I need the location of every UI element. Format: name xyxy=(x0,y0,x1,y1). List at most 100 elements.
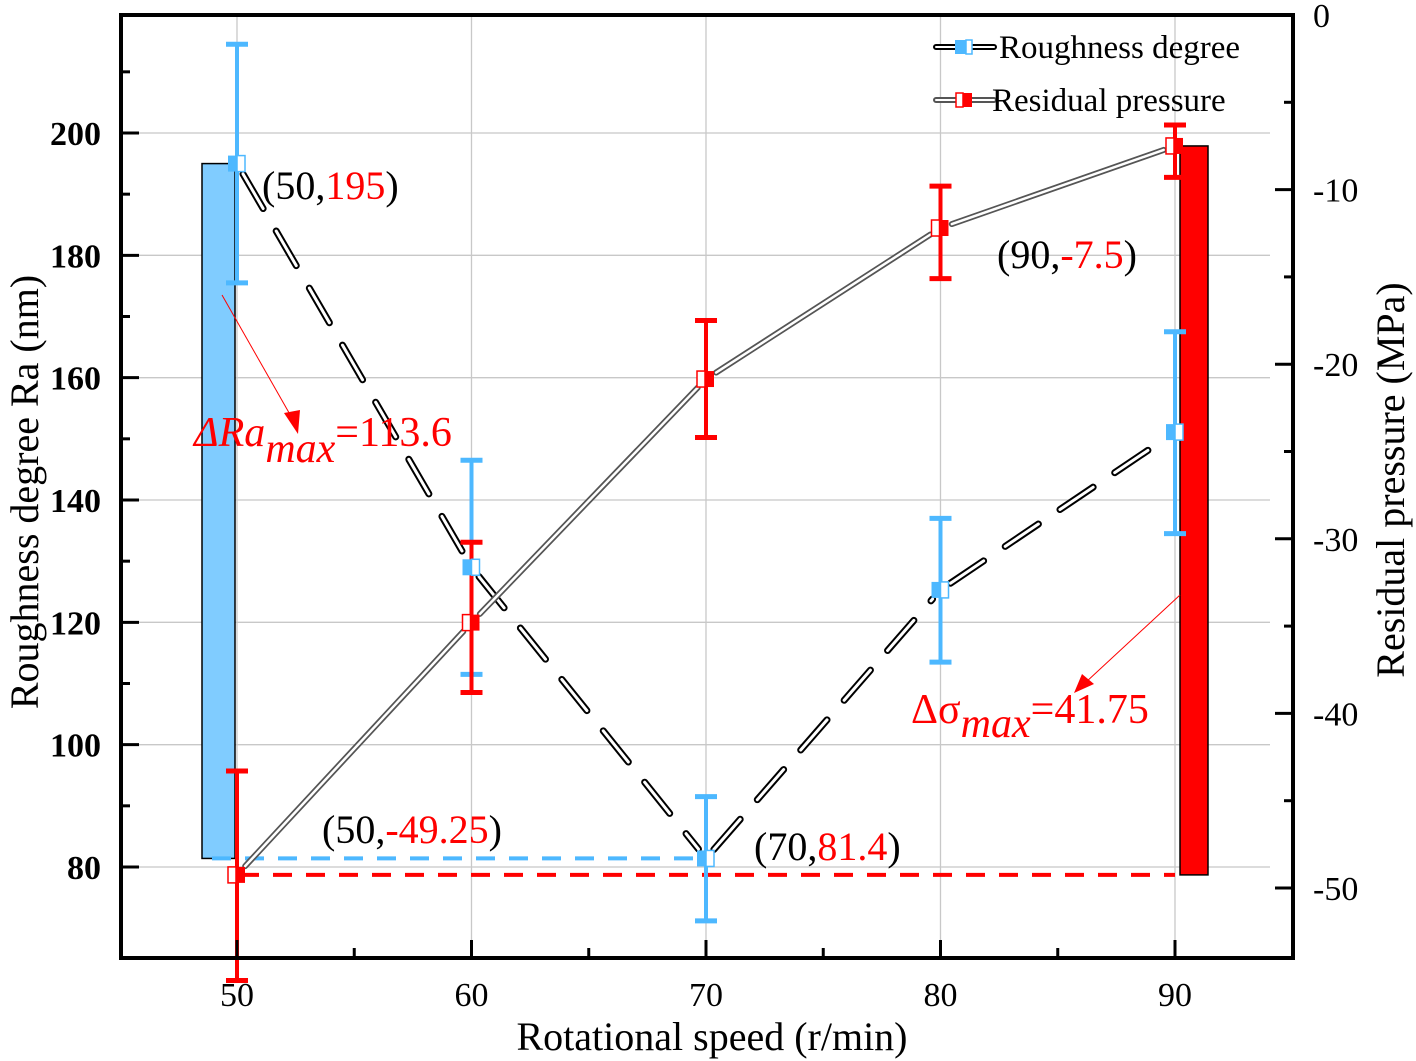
pressure-marker-60-hollow xyxy=(461,613,472,632)
annotation-70-81.4-value: 81.4 xyxy=(817,824,887,869)
y-left-tick-label-200: 200 xyxy=(50,116,101,153)
y-right-tick-label-0: 0 xyxy=(1313,0,1330,35)
y-right-tick-label--40: -40 xyxy=(1313,696,1358,733)
roughness-line-dash-inner xyxy=(307,286,331,325)
roughness-line-dash-inner xyxy=(440,514,464,553)
legend-marker-pressure-hollow xyxy=(955,92,964,108)
legend-marker-roughness-hollow xyxy=(965,39,973,55)
pressure-marker-80-filled xyxy=(939,220,949,237)
x-axis-title: Rotational speed (r/min) xyxy=(516,1014,907,1059)
roughness-line-dash-inner xyxy=(241,172,265,211)
annotation-90-7.5-value: -7.5 xyxy=(1060,232,1123,277)
roughness-marker-70-hollow xyxy=(705,849,715,868)
pressure-line-segment-inner xyxy=(243,630,465,868)
delta-sigma-annotation: Δσmax=41.75 xyxy=(911,594,1181,747)
roughness-marker-60-hollow xyxy=(470,558,481,577)
legend-item-roughness: Roughness degree xyxy=(933,30,1240,66)
delta-ra-eq: =113.6 xyxy=(335,410,452,456)
y-right-tick-label--10: -10 xyxy=(1313,173,1358,210)
pressure-marker-50-filled xyxy=(236,866,245,883)
annotation-50-49.25-value: -49.25 xyxy=(385,807,488,852)
roughness-line-dash-inner xyxy=(274,229,298,268)
roughness-line-dash-inner xyxy=(886,618,916,653)
roughness-line-dash-inner xyxy=(1003,522,1040,548)
series-lines xyxy=(239,146,1167,870)
roughness-line-dash-inner xyxy=(560,677,589,713)
pressure-marker-70-filled xyxy=(705,371,714,388)
roughness-line-dash-inner xyxy=(407,457,431,496)
x-tick-label-50: 50 xyxy=(220,977,254,1014)
pressure-range-bar xyxy=(1179,145,1209,876)
delta-sigma-symbol: Δσ xyxy=(911,687,961,733)
y-left-tick-label-180: 180 xyxy=(50,238,101,275)
annotation-50-49.25-suffix: ) xyxy=(489,807,502,852)
y-right-tick-label--20: -20 xyxy=(1313,347,1358,384)
roughness-marker-70-filled xyxy=(697,850,706,867)
pressure-marker-70-hollow xyxy=(696,370,706,388)
annotation-50-49.25: (50,-49.25) xyxy=(322,807,502,852)
delta-ra-arrow-line xyxy=(221,294,293,419)
axis-ticks: 50 60 70 80 90 80 100 120 140 160 180 200 0 -10 -20 -30… xyxy=(50,0,1358,1014)
y-left-tick-label-100: 100 xyxy=(50,728,101,765)
roughness-line-dash-inner xyxy=(643,780,672,815)
roughness-range-bar xyxy=(201,162,236,860)
annotation-50-49.25-prefix: (50, xyxy=(322,807,385,852)
x-tick-label-60: 60 xyxy=(455,977,489,1014)
y-axis-left-title: Roughness degree Ra (nm) xyxy=(2,275,47,709)
roughness-line-dash-inner xyxy=(712,817,742,851)
delta-sigma-eq: =41.75 xyxy=(1031,687,1149,733)
annotation-50-195-prefix: (50, xyxy=(262,163,325,208)
data-markers xyxy=(227,137,1184,884)
pressure-marker-90-filled xyxy=(1174,137,1183,154)
roughness-line-dash-inner xyxy=(929,597,935,603)
x-tick-label-90: 90 xyxy=(1158,977,1192,1014)
roughness-line-dash-inner xyxy=(948,559,986,585)
roughness-line-dash-inner xyxy=(842,668,872,702)
annotation-90-7.5: (90,-7.5) xyxy=(997,232,1137,277)
roughness-marker-60-filled xyxy=(462,559,472,576)
delta-sigma-arrow-head xyxy=(1074,674,1094,693)
roughness-line-dash-inner xyxy=(684,832,700,851)
annotation-90-7.5-suffix: ) xyxy=(1124,232,1137,277)
annotation-50-195: (50,195) xyxy=(262,163,399,208)
legend-marker-pressure xyxy=(963,93,972,107)
roughness-line-dash-inner xyxy=(1058,485,1095,512)
range-bars xyxy=(201,145,1209,876)
delta-ra-arrow-head xyxy=(284,410,300,434)
y-left-tick-label-80: 80 xyxy=(67,850,101,887)
roughness-line-dash-inner xyxy=(1113,448,1150,475)
pressure-marker-60-filled xyxy=(470,614,480,631)
y-left-tick-label-120: 120 xyxy=(50,605,101,642)
annotation-70-81.4-prefix: (70, xyxy=(754,824,817,869)
delta-ra-annotation: ΔRamax=113.6 xyxy=(192,294,452,472)
roughness-marker-90-hollow xyxy=(1174,423,1184,441)
y-left-tick-label-160: 160 xyxy=(50,361,101,398)
delta-ra-text: ΔRamax=113.6 xyxy=(192,410,452,472)
y-right-tick-label--30: -30 xyxy=(1313,522,1358,559)
roughness-marker-80-hollow xyxy=(939,581,950,599)
roughness-line-dash-inner xyxy=(340,343,365,382)
annotation-50-195-suffix: ) xyxy=(385,163,398,208)
annotation-70-81.4: (70,81.4) xyxy=(754,824,901,869)
pressure-line-segment-inner xyxy=(714,233,932,374)
pressure-marker-90-hollow xyxy=(1165,137,1175,155)
roughness-line-dash-inner xyxy=(477,575,506,610)
y-right-tick-label--50: -50 xyxy=(1313,871,1358,908)
pressure-line-segment-inner xyxy=(478,386,699,616)
pressure-line-segment-inner xyxy=(950,148,1165,226)
roughness-line-dash-inner xyxy=(755,768,786,802)
y-axis-right-title: Residual pressure (MPa) xyxy=(1368,282,1413,677)
annotation-90-7.5-prefix: (90, xyxy=(997,232,1060,277)
legend: Roughness degree Residual pressure xyxy=(933,30,1240,119)
legend-label-pressure: Residual pressure xyxy=(992,83,1226,119)
pressure-marker-50-hollow xyxy=(227,866,237,884)
roughness-marker-50-hollow xyxy=(236,154,246,173)
delta-ra-sub: max xyxy=(265,426,335,472)
x-tick-label-80: 80 xyxy=(924,977,958,1014)
delta-ra-symbol: ΔRa xyxy=(192,410,265,456)
annotation-50-195-value: 195 xyxy=(325,163,385,208)
pressure-marker-80-hollow xyxy=(930,219,941,237)
legend-marker-roughness xyxy=(955,40,966,54)
roughness-line-dash-inner xyxy=(601,729,630,764)
delta-sigma-arrow-line xyxy=(1084,594,1181,684)
